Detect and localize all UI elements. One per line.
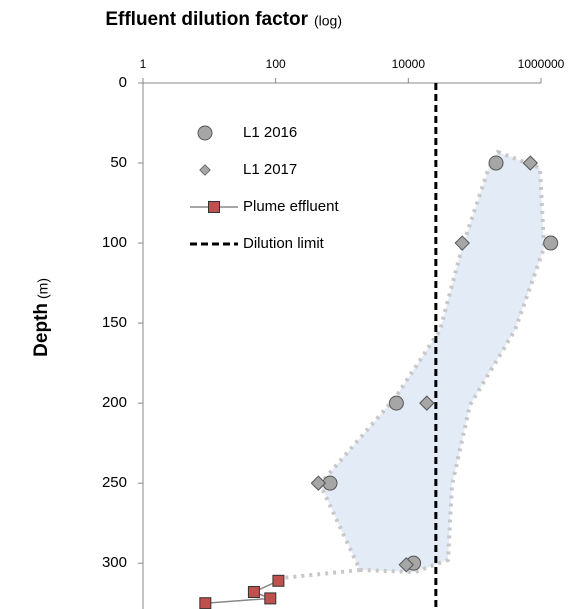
y-label-note: (m) <box>35 278 51 299</box>
point <box>543 235 559 251</box>
y-tick-label: 100 <box>102 234 127 251</box>
legend-swatch <box>199 164 211 176</box>
y-label-group: Depth (m) <box>31 278 52 357</box>
envelope <box>317 149 547 575</box>
legend-swatch <box>197 125 213 141</box>
legend-label: Dilution limit <box>243 235 325 252</box>
point <box>388 395 404 411</box>
y-tick-label: 300 <box>102 554 127 571</box>
legend-label: L1 2017 <box>243 161 297 178</box>
point <box>310 475 327 491</box>
point <box>272 574 285 587</box>
y-tick-label: 250 <box>102 474 127 491</box>
x-tick-label: 1 <box>140 57 147 71</box>
point <box>419 395 435 411</box>
point <box>398 557 414 573</box>
point <box>522 155 539 171</box>
y-label: Depth <box>31 303 52 357</box>
x-tick-label: 100 <box>266 57 286 71</box>
x-tick-label: 1000000 <box>518 57 565 71</box>
chart-title: Effluent dilution factor <box>105 9 308 30</box>
legend-swatch <box>208 201 220 213</box>
y-tick-label: 150 <box>102 314 127 331</box>
chart-title-note: (log) <box>314 13 342 29</box>
point <box>199 597 212 609</box>
point <box>488 155 504 171</box>
point <box>264 592 277 605</box>
point <box>454 235 470 251</box>
y-tick-label: 200 <box>102 394 127 411</box>
y-tick-label: 50 <box>110 154 127 171</box>
legend-label: L1 2016 <box>243 124 297 141</box>
y-tick-label: 0 <box>119 74 127 91</box>
legend-label: Plume effluent <box>243 198 339 215</box>
envelope-tail <box>281 568 361 580</box>
point <box>247 585 260 598</box>
series-line <box>205 580 279 604</box>
x-tick-label: 10000 <box>392 57 426 71</box>
